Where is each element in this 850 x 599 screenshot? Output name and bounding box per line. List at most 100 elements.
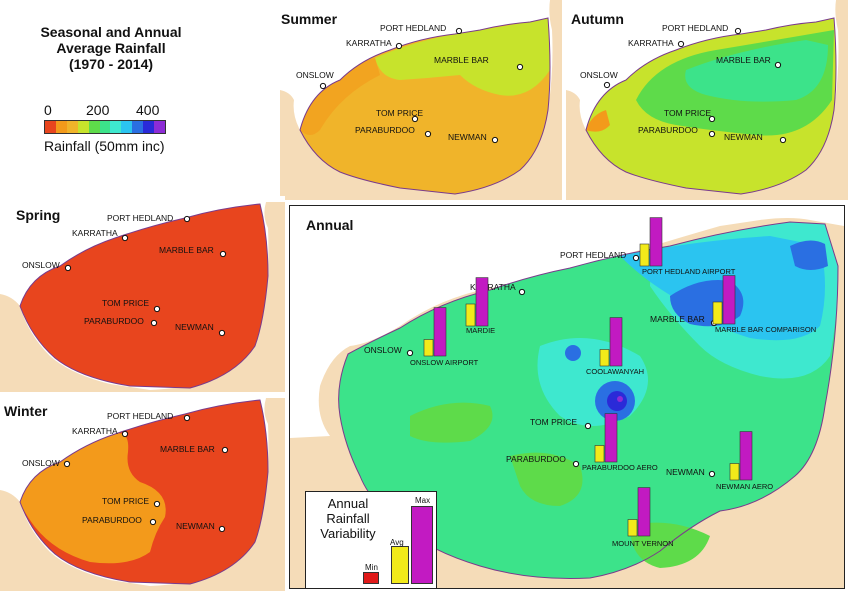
legend-swatch-0 — [45, 121, 56, 133]
spring-tom-price-label: TOM PRICE — [102, 298, 149, 308]
station-2-avg-bar — [465, 303, 476, 327]
variability-line-1: Annual — [327, 496, 369, 511]
station-layer: PORT HEDLAND AIRPORT MARBLE BAR COMPARISO… — [410, 217, 816, 548]
legend-swatch-3 — [77, 121, 89, 133]
station-5-max-bar — [604, 413, 618, 463]
variability-title: Annual Rainfall Variability — [310, 496, 386, 541]
station-3-max-bar — [433, 307, 447, 357]
summer-tom-price-label: TOM PRICE — [376, 108, 423, 118]
annual-paraburdoo-label: PARABURDOO — [506, 454, 566, 464]
legend-swatch-6 — [110, 121, 122, 133]
spring-map: PORT HEDLAND KARRATHA ONSLOW MARBLE BAR … — [0, 196, 285, 392]
annual-map: PORT HEDLAND KARRATHA ONSLOW MARBLE BAR … — [290, 206, 844, 588]
station-4-avg-bar — [599, 349, 610, 367]
title-line-3: (1970 - 2014) — [68, 56, 154, 72]
legend-swatch-10 — [154, 121, 165, 133]
variability-max-label: Max — [415, 496, 431, 505]
annual-newman-label: NEWMAN — [666, 467, 705, 477]
legend-ticks: 0 200 400 — [44, 102, 174, 118]
summer-paraburdoo-label: PARABURDOO — [355, 125, 415, 135]
annual-tom-price-label: TOM PRICE — [530, 417, 577, 427]
legend-swatch-7 — [121, 121, 133, 133]
autumn-tom-price-label: TOM PRICE — [664, 108, 711, 118]
spring-port-hedland-label: PORT HEDLAND — [107, 213, 173, 223]
station-4-label: COOLAWANYAH — [586, 367, 644, 376]
winter-newman-label: NEWMAN — [176, 521, 215, 531]
station-5-avg-bar — [594, 445, 605, 463]
legend-color-scale — [44, 120, 166, 134]
station-0-label: PORT HEDLAND AIRPORT — [642, 267, 736, 276]
summer-onslow-label: ONSLOW — [296, 70, 334, 80]
station-7-label: MOUNT VERNON — [612, 539, 674, 548]
title-line-1: Seasonal and Annual — [40, 24, 182, 40]
annual-title: Annual — [306, 217, 354, 233]
station-7-max-bar — [637, 487, 651, 537]
variability-avg-bar — [391, 546, 409, 584]
winter-onslow-label: ONSLOW — [22, 458, 60, 468]
legend-swatch-9 — [143, 121, 155, 133]
winter-tom-price-label: TOM PRICE — [102, 496, 149, 506]
station-0: PORT HEDLAND AIRPORT — [639, 217, 736, 276]
station-1-label: MARBLE BAR COMPARISON — [715, 325, 816, 334]
station-1: MARBLE BAR COMPARISON — [712, 275, 816, 334]
summer-port-hedland-label: PORT HEDLAND — [380, 23, 446, 33]
station-4-max-bar — [609, 317, 623, 367]
autumn-port-hedland-label: PORT HEDLAND — [662, 23, 728, 33]
summer-map: PORT HEDLAND KARRATHA ONSLOW MARBLE BAR … — [280, 0, 562, 200]
winter-map: PORT HEDLAND KARRATHA ONSLOW MARBLE BAR … — [0, 392, 285, 591]
station-6-label: NEWMAN AERO — [716, 482, 773, 491]
autumn-title: Autumn — [571, 11, 624, 27]
station-5-label: PARABURDOO AERO — [582, 463, 658, 472]
legend-swatch-4 — [88, 121, 100, 133]
annual-onslow-label: ONSLOW — [364, 345, 402, 355]
variability-max-bar — [411, 506, 433, 584]
winter-paraburdoo-label: PARABURDOO — [82, 515, 142, 525]
winter-title: Winter — [4, 403, 48, 419]
spring-paraburdoo-label: PARABURDOO — [84, 316, 144, 326]
autumn-karratha-label: KARRATHA — [628, 38, 674, 48]
station-2-max-bar — [475, 277, 489, 327]
legend-label: Rainfall (50mm inc) — [44, 138, 165, 154]
station-4: COOLAWANYAH — [586, 317, 644, 376]
station-7: MOUNT VERNON — [612, 487, 674, 548]
main-title: Seasonal and Annual Average Rainfall (19… — [6, 24, 216, 72]
autumn-onslow-label: ONSLOW — [580, 70, 618, 80]
variability-line-3: Variability — [320, 526, 376, 541]
summer-title: Summer — [281, 11, 338, 27]
legend-tick-0: 0 — [44, 102, 52, 118]
spring-onslow-label: ONSLOW — [22, 260, 60, 270]
legend-swatch-5 — [99, 121, 111, 133]
variability-avg-label: Avg — [390, 538, 404, 547]
legend-swatch-2 — [66, 121, 78, 133]
station-6: NEWMAN AERO — [716, 431, 773, 491]
variability-min-label: Min — [365, 563, 378, 572]
annual-port-hedland-label: PORT HEDLAND — [560, 250, 626, 260]
station-3-avg-bar — [423, 339, 434, 357]
station-3: ONSLOW AIRPORT — [410, 307, 479, 367]
legend-tick-400: 400 — [136, 102, 160, 118]
station-0-avg-bar — [639, 243, 650, 267]
spring-newman-label: NEWMAN — [175, 322, 214, 332]
legend-tick-200: 200 — [86, 102, 110, 118]
annual-karratha-label: KARRATHA — [470, 282, 516, 292]
station-6-max-bar — [739, 431, 753, 481]
variability-legend: Annual Rainfall Variability Min Avg Max — [305, 491, 437, 589]
winter-marble-bar-label: MARBLE BAR — [160, 444, 215, 454]
autumn-newman-label: NEWMAN — [724, 132, 763, 142]
winter-port-hedland-label: PORT HEDLAND — [107, 411, 173, 421]
rainfall-legend: 0 200 400 Rainfall (50mm inc) — [44, 102, 174, 154]
station-0-max-bar — [649, 217, 663, 267]
summer-marble-bar-label: MARBLE BAR — [434, 55, 489, 65]
title-line-2: Average Rainfall — [56, 40, 166, 56]
station-2: MARDIE — [465, 277, 495, 335]
station-7-avg-bar — [627, 519, 638, 537]
variability-min-bar — [363, 572, 379, 584]
autumn-map: PORT HEDLAND KARRATHA ONSLOW MARBLE BAR … — [566, 0, 848, 200]
legend-swatch-1 — [55, 121, 67, 133]
annual-marble-bar-label: MARBLE BAR — [650, 314, 705, 324]
spring-marble-bar-label: MARBLE BAR — [159, 245, 214, 255]
summer-karratha-label: KARRATHA — [346, 38, 392, 48]
autumn-paraburdoo-label: PARABURDOO — [638, 125, 698, 135]
summer-newman-label: NEWMAN — [448, 132, 487, 142]
station-6-avg-bar — [729, 463, 740, 481]
